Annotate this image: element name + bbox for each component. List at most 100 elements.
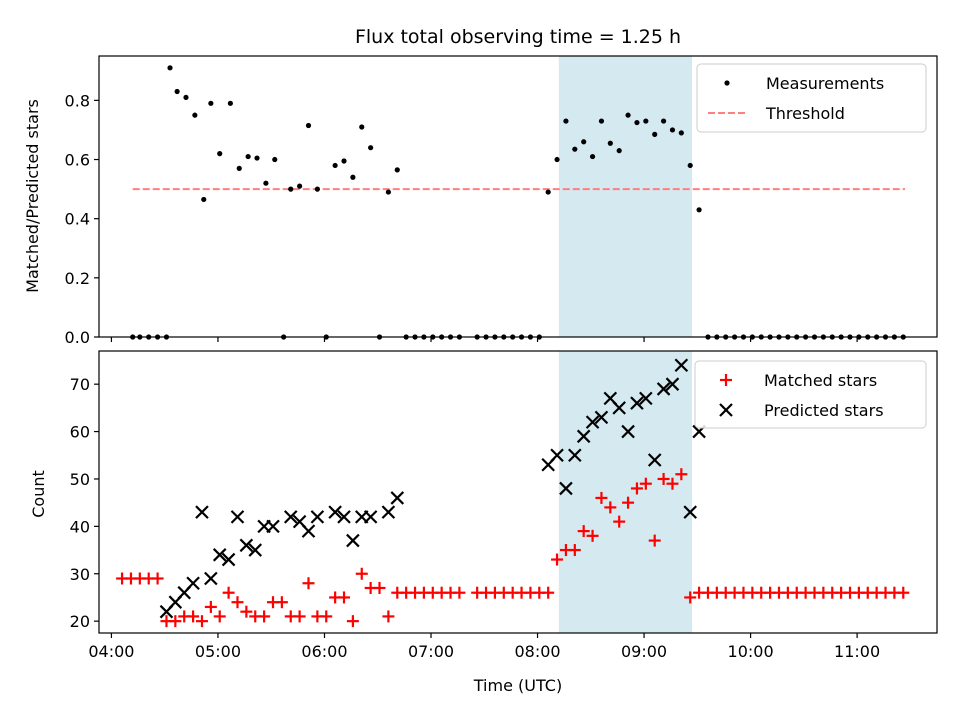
measurement-point	[174, 88, 180, 95]
predicted-star-point	[204, 571, 218, 586]
matched-star-point	[187, 610, 200, 623]
bottom-ytick-label: 50	[70, 470, 90, 489]
measurement-point	[660, 118, 667, 124]
predicted-star-point	[186, 576, 200, 591]
predicted-star-point	[337, 510, 351, 524]
measurement-point	[598, 118, 605, 124]
legend-label-threshold: Threshold	[765, 104, 845, 123]
matched-star-point	[320, 610, 333, 623]
measurement-point	[254, 155, 260, 161]
predicted-star-point	[346, 533, 360, 548]
bottom-xtick-label: 07:00	[408, 642, 454, 661]
matched-star-point	[613, 515, 626, 528]
top-ytick-label: 0.0	[65, 328, 90, 347]
measurement-point	[201, 196, 207, 203]
predicted-star-point	[266, 519, 280, 534]
measurement-point	[208, 100, 214, 106]
matched-star-point	[151, 572, 164, 585]
matched-star-point	[639, 477, 652, 490]
measurement-point	[625, 112, 631, 118]
measurement-point	[227, 100, 233, 106]
matched-star-point	[568, 544, 581, 557]
measurement-point	[669, 127, 676, 133]
measurement-point	[696, 207, 702, 213]
bottom-ytick-label: 30	[70, 565, 90, 584]
measurement-point	[350, 174, 356, 180]
matched-star-point	[666, 477, 679, 490]
matched-star-point	[382, 610, 395, 623]
predicted-star-point	[550, 448, 564, 463]
matched-star-point	[675, 468, 688, 481]
measurement-point	[607, 140, 613, 146]
matched-star-point	[204, 600, 217, 613]
measurement-point	[634, 119, 640, 126]
matched-star-point	[240, 605, 253, 618]
measurement-point	[385, 189, 391, 195]
bottom-ytick-label: 40	[70, 517, 90, 536]
predicted-star-point	[621, 424, 635, 439]
measurement-point	[581, 139, 587, 145]
measurement-point	[217, 151, 223, 157]
measurement-point	[288, 186, 294, 192]
matched-star-point	[231, 596, 244, 609]
top-ytick-label: 0.8	[65, 91, 90, 110]
measurement-point	[305, 122, 312, 129]
measurement-point	[263, 180, 269, 186]
measurement-point	[563, 118, 569, 124]
measurement-point	[545, 189, 551, 195]
measurement-point	[245, 153, 251, 160]
matched-star-point	[373, 581, 386, 594]
measurement-point	[332, 162, 338, 169]
predicted-star-point	[248, 543, 263, 557]
predicted-star-point	[381, 505, 396, 519]
matched-star-point	[355, 567, 368, 580]
matched-star-point	[222, 586, 235, 599]
matched-star-point	[630, 482, 643, 495]
predicted-star-point	[195, 505, 209, 519]
measurement-point	[678, 130, 684, 136]
top-legend: Measurements Threshold	[696, 63, 927, 133]
top-ytick-label: 0.6	[65, 151, 90, 170]
bottom-xtick-label: 04:00	[88, 642, 134, 661]
predicted-star-point	[559, 481, 573, 496]
measurement-point	[236, 165, 242, 171]
predicted-star-point	[576, 429, 591, 444]
measurement-point	[359, 124, 365, 130]
measurement-point	[394, 167, 400, 173]
matched-star-point	[453, 586, 466, 599]
bottom-xtick-label: 06:00	[301, 642, 347, 661]
predicted-star-point	[594, 410, 609, 425]
predicted-star-point	[390, 491, 405, 505]
predicted-star-point	[363, 510, 378, 524]
matched-star-point	[275, 596, 288, 609]
matched-star-point	[657, 472, 670, 485]
measurement-point	[272, 156, 278, 163]
bottom-xtick-label: 11:00	[834, 642, 880, 661]
bottom-xtick-label: 10:00	[728, 642, 774, 661]
bottom-xtick-label: 08:00	[514, 642, 560, 661]
measurement-point	[183, 94, 189, 101]
bottom-ytick-label: 20	[70, 612, 90, 631]
legend-label-matched: Matched stars	[764, 371, 877, 390]
matched-star-point	[302, 577, 315, 590]
legend-marker-matched	[720, 374, 732, 386]
predicted-star-point	[301, 524, 316, 538]
measurement-point	[341, 158, 347, 164]
predicted-star-point	[656, 382, 671, 396]
measurement-point	[687, 162, 693, 169]
measurement-point	[554, 156, 560, 163]
matched-star-point	[577, 525, 590, 538]
matched-star-point	[684, 591, 697, 604]
matched-star-point	[622, 496, 635, 509]
bottom-ytick-label: 60	[70, 423, 90, 442]
matched-star-point	[648, 534, 661, 547]
predicted-star-point	[230, 510, 245, 524]
matched-star-point	[542, 586, 555, 599]
chart-title: Flux total observing time = 1.25 h	[355, 26, 681, 48]
matched-star-point	[586, 529, 599, 542]
bottom-panel: 20 30 40 50 60 70 04:00 05:00 06:00 07:00 08:00 09…	[29, 350, 938, 695]
top-highlight-span	[558, 56, 692, 337]
matched-star-point	[293, 610, 306, 623]
legend-marker-measurements	[724, 80, 730, 86]
